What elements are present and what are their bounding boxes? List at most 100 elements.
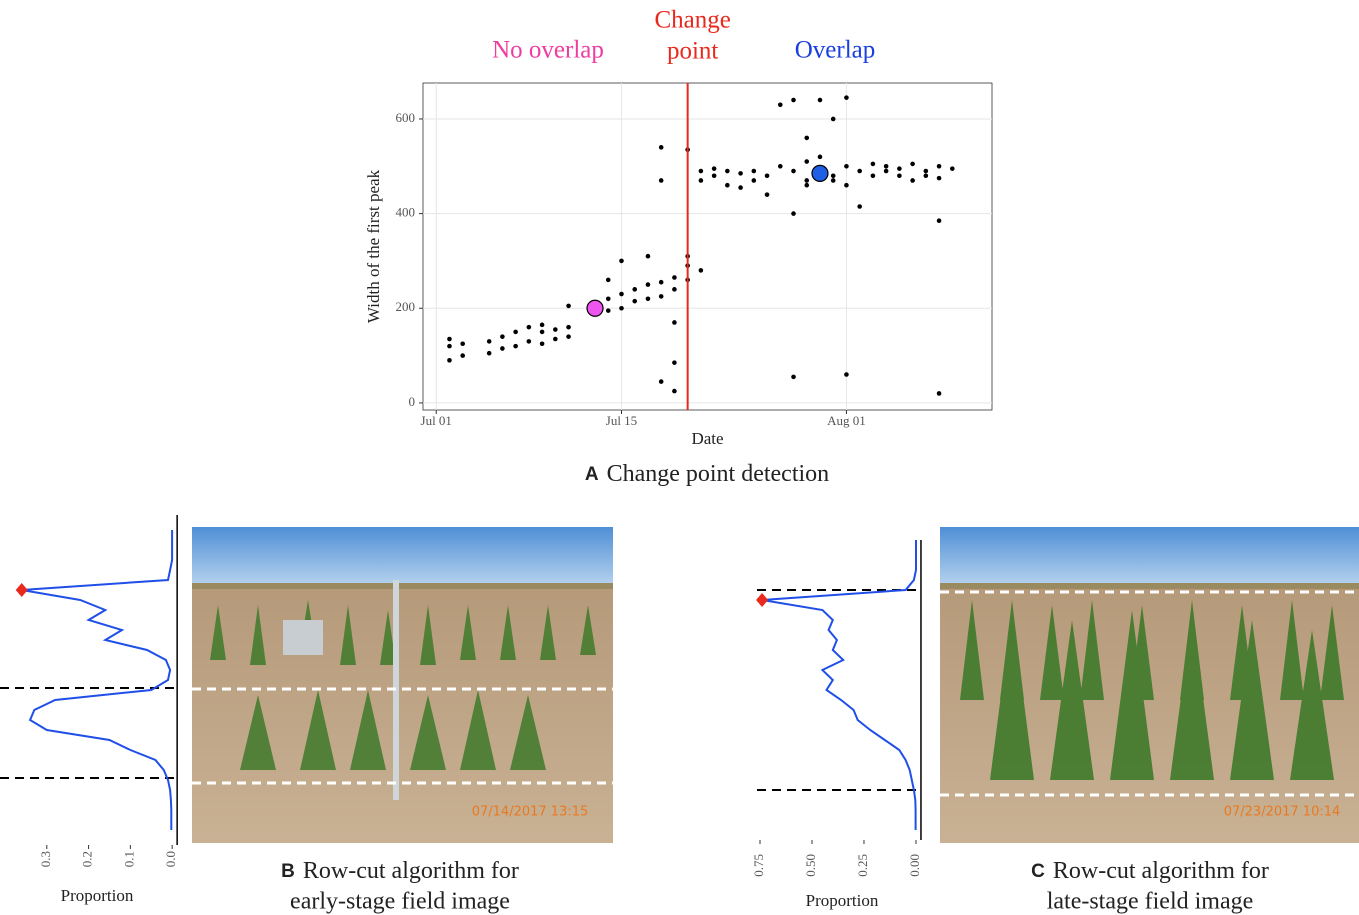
point [646, 282, 651, 287]
point [831, 117, 836, 122]
photo-timestamp: 07/14/2017 13:15 [472, 805, 589, 820]
point [632, 287, 637, 292]
point [487, 339, 492, 344]
point [765, 173, 770, 178]
point [447, 344, 452, 349]
peak-marker [756, 593, 768, 607]
point [619, 292, 624, 297]
point [659, 294, 664, 299]
point [712, 173, 717, 178]
point [844, 95, 849, 100]
caption-line: early-stage field image [290, 889, 510, 915]
photo-late [940, 527, 1359, 843]
photo-timestamp: 07/23/2017 10:14 [1224, 805, 1341, 820]
point [606, 308, 611, 313]
panel-letter: C [1031, 861, 1045, 882]
highlight-point [812, 165, 828, 181]
x-tick-label: 0.1 [121, 851, 136, 867]
x-tick-label: Aug 01 [827, 413, 866, 428]
point [871, 162, 876, 167]
x-axis-label: Date [691, 429, 723, 448]
x-tick-label: Jul 15 [606, 413, 637, 428]
point [791, 169, 796, 174]
point [527, 325, 532, 330]
x-tick-label: 0.3 [38, 851, 53, 867]
point [500, 346, 505, 351]
point [566, 304, 571, 309]
point [857, 169, 862, 174]
x-tick-label: 0.00 [907, 854, 922, 877]
caption-line: late-stage field image [1047, 889, 1254, 915]
point [646, 296, 651, 301]
point [857, 204, 862, 209]
point [672, 389, 677, 394]
point [831, 178, 836, 183]
point [884, 169, 889, 174]
point [950, 166, 955, 171]
point [672, 275, 677, 280]
point [937, 176, 942, 181]
highlight-point [587, 300, 603, 316]
point [778, 102, 783, 107]
point [844, 164, 849, 169]
point [804, 159, 809, 164]
point [910, 178, 915, 183]
annotation: No overlap [492, 37, 604, 64]
point [791, 211, 796, 216]
caption-line: C Row-cut algorithm for [1031, 858, 1269, 884]
x-tick-label: 0.0 [163, 851, 178, 867]
peak-marker [16, 583, 28, 597]
point [831, 173, 836, 178]
caption-text: Row-cut algorithm for [1053, 858, 1269, 884]
point [659, 145, 664, 150]
point [619, 306, 624, 311]
point [844, 372, 849, 377]
point [672, 287, 677, 292]
profile-line [762, 540, 916, 830]
point [540, 330, 545, 335]
caption-text: Row-cut algorithm for [303, 858, 519, 884]
point [566, 334, 571, 339]
point [725, 183, 730, 188]
point [804, 136, 809, 141]
point [752, 169, 757, 174]
x-tick-label: 0.25 [855, 854, 870, 877]
point [460, 341, 465, 346]
y-tick-label: 400 [396, 205, 416, 220]
point [699, 169, 704, 174]
point [791, 98, 796, 103]
point [659, 379, 664, 384]
point [500, 334, 505, 339]
point [791, 375, 796, 380]
point [553, 327, 558, 332]
point [632, 299, 637, 304]
point [738, 171, 743, 176]
point [606, 296, 611, 301]
point [447, 337, 452, 342]
point [778, 164, 783, 169]
point [540, 323, 545, 328]
point [699, 178, 704, 183]
point [659, 280, 664, 285]
annotation: point [667, 38, 718, 65]
point [712, 166, 717, 171]
point [844, 183, 849, 188]
x-tick-label: 0.75 [751, 854, 766, 877]
point [619, 259, 624, 264]
point [871, 173, 876, 178]
point [752, 178, 757, 183]
x-tick-label: 0.50 [803, 854, 818, 877]
x-tick-label: 0.2 [80, 851, 95, 867]
x-tick-label: Jul 01 [421, 413, 452, 428]
point [725, 169, 730, 174]
point [924, 169, 929, 174]
point [738, 185, 743, 190]
x-axis-label: Proportion [806, 891, 879, 910]
point [910, 162, 915, 167]
y-tick-label: 200 [396, 299, 416, 314]
figure: 0200400600Jul 01Jul 15Aug 01DateWidth of… [0, 0, 1359, 915]
point [818, 155, 823, 160]
annotation: Overlap [795, 37, 876, 64]
